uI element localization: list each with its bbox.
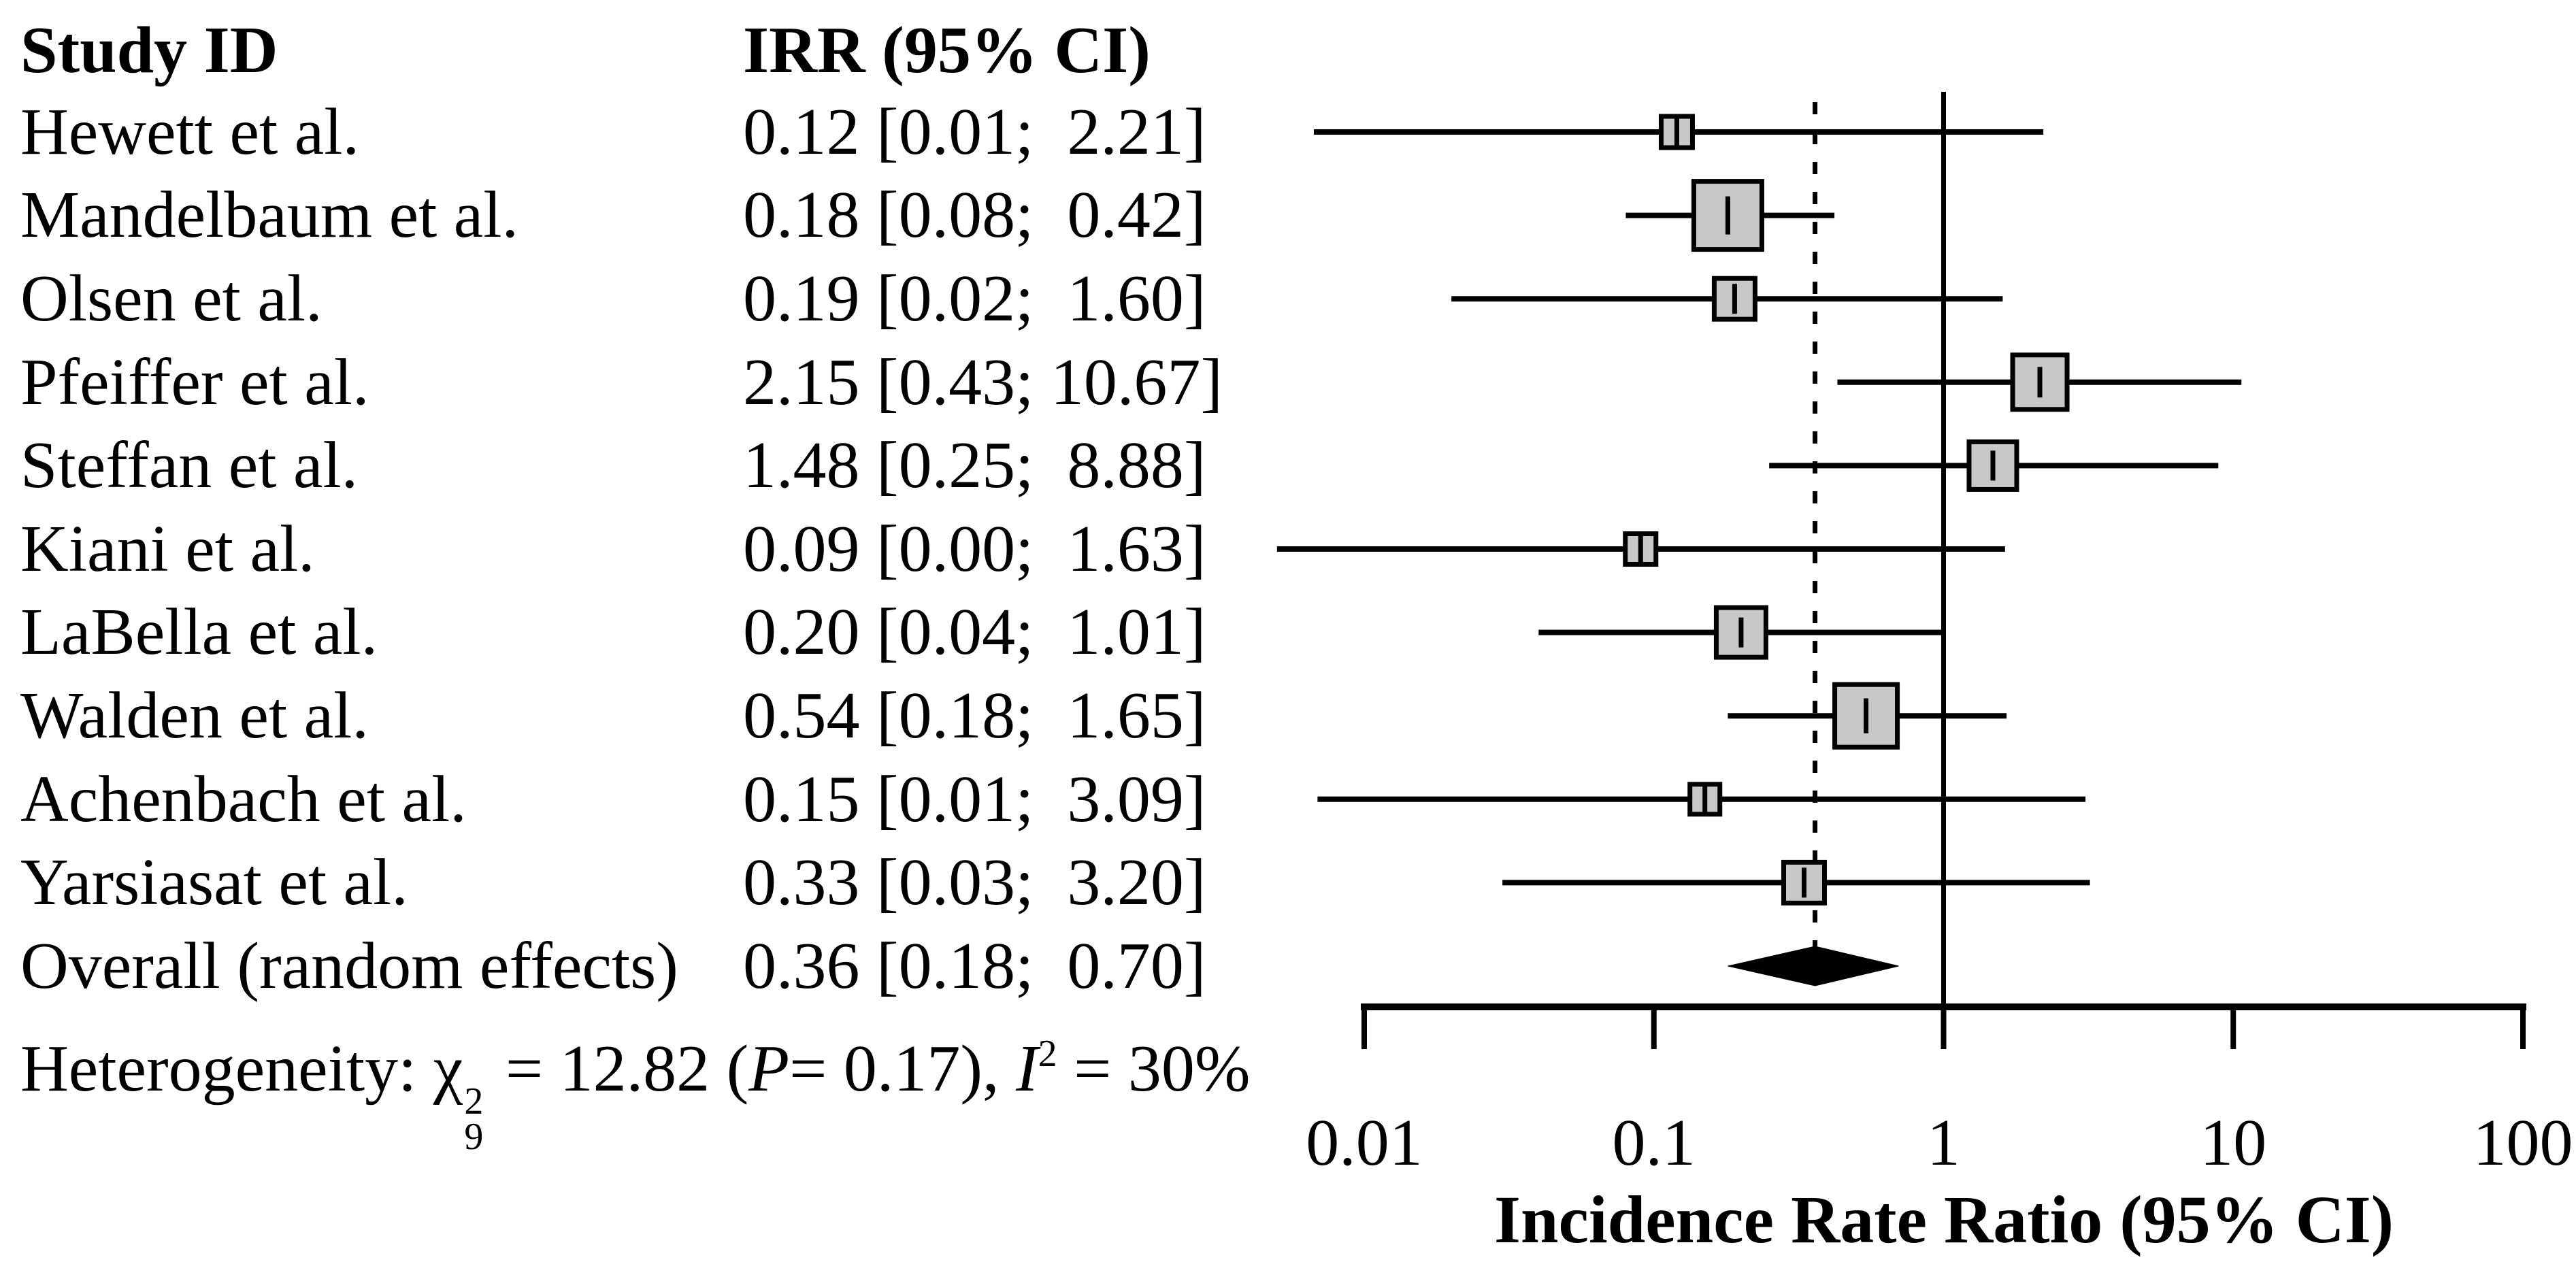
het-tail: = 30% bbox=[1057, 1032, 1251, 1106]
effect-estimate-text: 1.48 [0.25; 8.88] bbox=[743, 429, 1206, 503]
effect-estimate-text: 0.09 [0.00; 1.63] bbox=[743, 512, 1206, 586]
chi-superscript: 2 bbox=[464, 1080, 484, 1123]
x-tick-label: 0.01 bbox=[1306, 1106, 1423, 1180]
study-label: Walden et al. bbox=[20, 678, 369, 752]
study-label: Kiani et al. bbox=[20, 512, 315, 586]
effect-estimate-text: 0.33 [0.03; 3.20] bbox=[743, 846, 1206, 920]
study-label: LaBella et al. bbox=[20, 595, 378, 669]
p-symbol: P bbox=[748, 1032, 790, 1106]
effect-estimate-text: 0.15 [0.01; 3.09] bbox=[743, 762, 1206, 836]
effect-square bbox=[1966, 439, 2019, 492]
column-header-row: Study ID IRR (95% CI) bbox=[0, 9, 1293, 93]
het-prefix: Heterogeneity: bbox=[20, 1032, 433, 1106]
het-p-value: = 0.17), bbox=[789, 1032, 1016, 1106]
table-row: Kiani et al. 0.09 [0.00; 1.63] bbox=[0, 508, 1293, 591]
x-tick-label: 0.1 bbox=[1613, 1106, 1696, 1180]
x-tick-label: 100 bbox=[2473, 1106, 2573, 1180]
column-header-effect: IRR (95% CI) bbox=[743, 14, 1151, 87]
study-label: Mandelbaum et al. bbox=[20, 178, 519, 252]
table-row: Hewett et al. 0.12 [0.01; 2.21] bbox=[0, 90, 1293, 174]
study-label: Steffan et al. bbox=[20, 429, 359, 503]
study-label: Hewett et al. bbox=[20, 95, 359, 169]
study-label: Achenbach et al. bbox=[20, 762, 467, 836]
effect-estimate-text: 0.54 [0.18; 1.65] bbox=[743, 678, 1206, 752]
i-superscript: 2 bbox=[1038, 1033, 1057, 1075]
effect-estimate-text: 0.18 [0.08; 0.42] bbox=[743, 178, 1206, 252]
table-row: Pfeiffer et al. 2.15 [0.43; 10.67] bbox=[0, 341, 1293, 425]
effect-estimate-text: 0.20 [0.04; 1.01] bbox=[743, 595, 1206, 669]
column-header-study: Study ID bbox=[20, 14, 278, 87]
study-label: Overall (random effects) bbox=[20, 929, 678, 1003]
i-symbol: I bbox=[1016, 1032, 1038, 1106]
study-label: Yarsiasat et al. bbox=[20, 846, 408, 920]
summary-diamond bbox=[1728, 946, 1899, 986]
study-label: Pfeiffer et al. bbox=[20, 345, 369, 419]
table-row: LaBella et al. 0.20 [0.04; 1.01] bbox=[0, 591, 1293, 674]
table-row: Achenbach et al. 0.15 [0.01; 3.09] bbox=[0, 758, 1293, 842]
table-row: Yarsiasat et al. 0.33 [0.03; 3.20] bbox=[0, 841, 1293, 925]
table-row: Overall (random effects) 0.36 [0.18; 0.70… bbox=[0, 925, 1293, 1008]
chi-symbol: χ bbox=[433, 1032, 463, 1106]
table-row: Olsen et al. 0.19 [0.02; 1.60] bbox=[0, 257, 1293, 341]
effect-estimate-text: 2.15 [0.43; 10.67] bbox=[743, 345, 1223, 419]
effect-estimate-text: 0.36 [0.18; 0.70] bbox=[743, 929, 1206, 1003]
het-mid: = 12.82 ( bbox=[489, 1032, 749, 1106]
x-axis-title: Incidence Rate Ratio (95% CI) bbox=[1493, 1182, 2394, 1257]
table-row: Walden et al. 0.54 [0.18; 1.65] bbox=[0, 674, 1293, 758]
effect-estimate-text: 0.12 [0.01; 2.21] bbox=[743, 95, 1206, 169]
x-tick-label: 10 bbox=[2200, 1106, 2266, 1180]
study-label: Olsen et al. bbox=[20, 261, 323, 335]
effect-estimate-text: 0.19 [0.02; 1.60] bbox=[743, 261, 1206, 335]
table-row: Steffan et al. 1.48 [0.25; 8.88] bbox=[0, 424, 1293, 508]
table-row: Mandelbaum et al. 0.18 [0.08; 0.42] bbox=[0, 173, 1293, 257]
x-tick-label: 1 bbox=[1927, 1106, 1960, 1180]
chi-subscript: 9 bbox=[464, 1116, 484, 1158]
